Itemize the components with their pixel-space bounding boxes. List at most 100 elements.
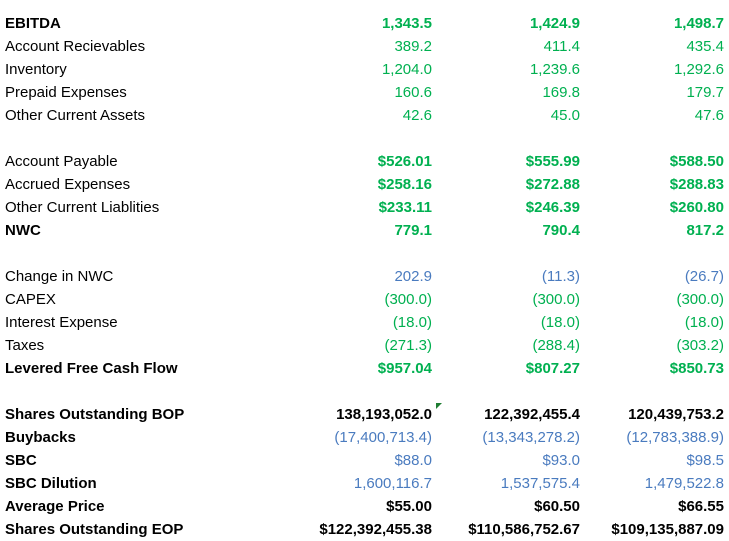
value-cell[interactable]: 779.1 [394, 222, 432, 239]
row-label[interactable]: Change in NWC [5, 268, 114, 285]
row-label[interactable]: Shares Outstanding EOP [5, 521, 184, 538]
value-cell[interactable]: $122,392,455.38 [319, 521, 432, 538]
value-cell[interactable]: 160.6 [394, 84, 432, 101]
value-cell[interactable]: 1,424.9 [529, 15, 580, 32]
row-label[interactable]: NWC [5, 222, 41, 239]
value-cell[interactable]: $93.0 [542, 452, 580, 469]
sheet-row: NWC 779.1 790.4 817.2 [0, 219, 729, 242]
value-cell[interactable]: (26.7) [684, 268, 724, 285]
row-label[interactable]: Account Recievables [5, 38, 146, 55]
value-cell[interactable]: 42.6 [402, 107, 432, 124]
value-cell[interactable]: (300.0) [384, 291, 432, 308]
value-cell[interactable]: 179.7 [686, 84, 724, 101]
value-cell[interactable]: 411.4 [543, 38, 580, 55]
value-cell[interactable]: $246.39 [525, 199, 580, 216]
value-cell[interactable]: $288.83 [669, 176, 724, 193]
sheet-row: Buybacks (17,400,713.4) (13,343,278.2) (12,… [0, 426, 729, 449]
value-cell[interactable]: 169.8 [542, 84, 580, 101]
sheet-row: Average Price $55.00 $60.50 $66.55 [0, 495, 729, 518]
sheet-row: Accrued Expenses $258.16 $272.88 $288.83 [0, 173, 729, 196]
row-label[interactable]: Average Price [5, 498, 105, 515]
value-cell[interactable]: 389.2 [394, 38, 432, 55]
value-cell[interactable]: $88.0 [394, 452, 432, 469]
sheet-row: SBC $88.0 $93.0 $98.5 [0, 449, 729, 472]
value-cell[interactable]: $850.73 [669, 360, 724, 377]
row-label[interactable]: Account Payable [5, 153, 118, 170]
value-cell[interactable]: 47.6 [694, 107, 724, 124]
sheet-row: Prepaid Expenses 160.6 169.8 179.7 [0, 81, 729, 104]
sheet-row: Account Payable $526.01 $555.99 $588.50 [0, 150, 729, 173]
value-cell[interactable]: $66.55 [678, 498, 724, 515]
value-cell[interactable]: $60.50 [534, 498, 580, 515]
sheet-row: Other Current Liablities $233.11 $246.39 $2… [0, 196, 729, 219]
value-cell[interactable]: $110,586,752.67 [468, 521, 580, 538]
value-cell[interactable]: $258.16 [377, 176, 432, 193]
row-label[interactable]: CAPEX [5, 291, 56, 308]
row-label[interactable]: Other Current Liablities [5, 199, 160, 216]
value-cell[interactable]: (11.3) [541, 268, 580, 285]
row-label[interactable]: Interest Expense [5, 314, 118, 331]
value-cell[interactable]: (300.0) [676, 291, 724, 308]
sheet-row: Account Recievables 389.2 411.4 435.4 [0, 35, 729, 58]
value-cell[interactable]: $957.04 [377, 360, 432, 377]
value-cell[interactable]: $233.11 [378, 199, 432, 216]
row-label[interactable]: SBC Dilution [5, 475, 97, 492]
sheet-row: Inventory 1,204.0 1,239.6 1,292.6 [0, 58, 729, 81]
value-cell[interactable]: 1,537,575.4 [500, 475, 580, 492]
value-cell[interactable]: 202.9 [394, 268, 432, 285]
row-label[interactable]: Inventory [5, 61, 67, 78]
value-cell[interactable]: (300.0) [532, 291, 580, 308]
value-cell[interactable]: 1,600,116.7 [353, 475, 432, 492]
value-cell[interactable]: (12,783,388.9) [626, 429, 724, 446]
sheet-row: Levered Free Cash Flow $957.04 $807.27 $850… [0, 357, 729, 380]
value-cell[interactable]: (18.0) [540, 314, 580, 331]
value-cell[interactable]: (303.2) [676, 337, 724, 354]
sheet-row: CAPEX (300.0) (300.0) (300.0) [0, 288, 729, 311]
sheet-row: EBITDA 1,343.5 1,424.9 1,498.7 [0, 12, 729, 35]
value-cell[interactable]: (17,400,713.4) [334, 429, 432, 446]
value-cell[interactable]: 1,343.5 [381, 15, 432, 32]
value-cell[interactable]: (18.0) [392, 314, 432, 331]
value-cell[interactable]: $588.50 [669, 153, 724, 170]
value-cell[interactable]: 435.4 [686, 38, 724, 55]
sheet-row: Other Current Assets 42.6 45.0 47.6 [0, 104, 729, 127]
row-label[interactable]: Levered Free Cash Flow [5, 360, 178, 377]
value-cell[interactable]: $109,135,887.09 [611, 521, 724, 538]
value-cell[interactable]: $807.27 [525, 360, 580, 377]
value-cell[interactable]: $55.00 [386, 498, 432, 515]
value-cell[interactable]: 1,204.0 [381, 61, 432, 78]
value-cell[interactable]: 1,239.6 [529, 61, 580, 78]
value-cell[interactable]: 45.0 [550, 107, 580, 124]
value-cell[interactable]: $260.80 [669, 199, 724, 216]
row-label[interactable]: Other Current Assets [5, 107, 146, 124]
value-cell[interactable]: (271.3) [384, 337, 432, 354]
row-label[interactable]: Accrued Expenses [5, 176, 131, 193]
value-cell[interactable]: (13,343,278.2) [482, 429, 580, 446]
row-label[interactable]: SBC [5, 452, 37, 469]
value-cell[interactable]: 1,498.7 [673, 15, 724, 32]
sheet-row: Change in NWC 202.9 (11.3) (26.7) [0, 265, 729, 288]
sheet-row: SBC Dilution 1,600,116.7 1,537,575.4 1,479,… [0, 472, 729, 495]
value-cell[interactable]: $272.88 [525, 176, 580, 193]
value-cell[interactable]: 138,193,052.0 [336, 406, 432, 423]
value-cell[interactable]: 120,439,753.2 [628, 406, 724, 423]
value-cell[interactable]: 790.4 [542, 222, 580, 239]
row-label[interactable]: Prepaid Expenses [5, 84, 127, 101]
row-label[interactable]: Taxes [5, 337, 45, 354]
value-cell[interactable]: $98.5 [686, 452, 724, 469]
row-label[interactable]: Shares Outstanding BOP [5, 406, 185, 423]
value-cell[interactable]: (288.4) [532, 337, 580, 354]
sheet-row: Shares Outstanding EOP $122,392,455.38 $11… [0, 518, 729, 541]
value-cell[interactable]: 1,479,522.8 [644, 475, 724, 492]
value-cell[interactable]: $526.01 [377, 153, 432, 170]
value-cell[interactable]: $555.99 [525, 153, 580, 170]
value-cell[interactable]: (18.0) [684, 314, 724, 331]
sheet-row: Taxes (271.3) (288.4) (303.2) [0, 334, 729, 357]
row-label[interactable]: Buybacks [5, 429, 76, 446]
row-label[interactable]: EBITDA [5, 15, 61, 32]
value-cell[interactable]: 817.2 [686, 222, 724, 239]
value-cell[interactable]: 122,392,455.4 [484, 406, 580, 423]
value-cell[interactable]: 1,292.6 [673, 61, 724, 78]
sheet-row: Shares Outstanding BOP 138,193,052.0 122,3… [0, 403, 729, 426]
